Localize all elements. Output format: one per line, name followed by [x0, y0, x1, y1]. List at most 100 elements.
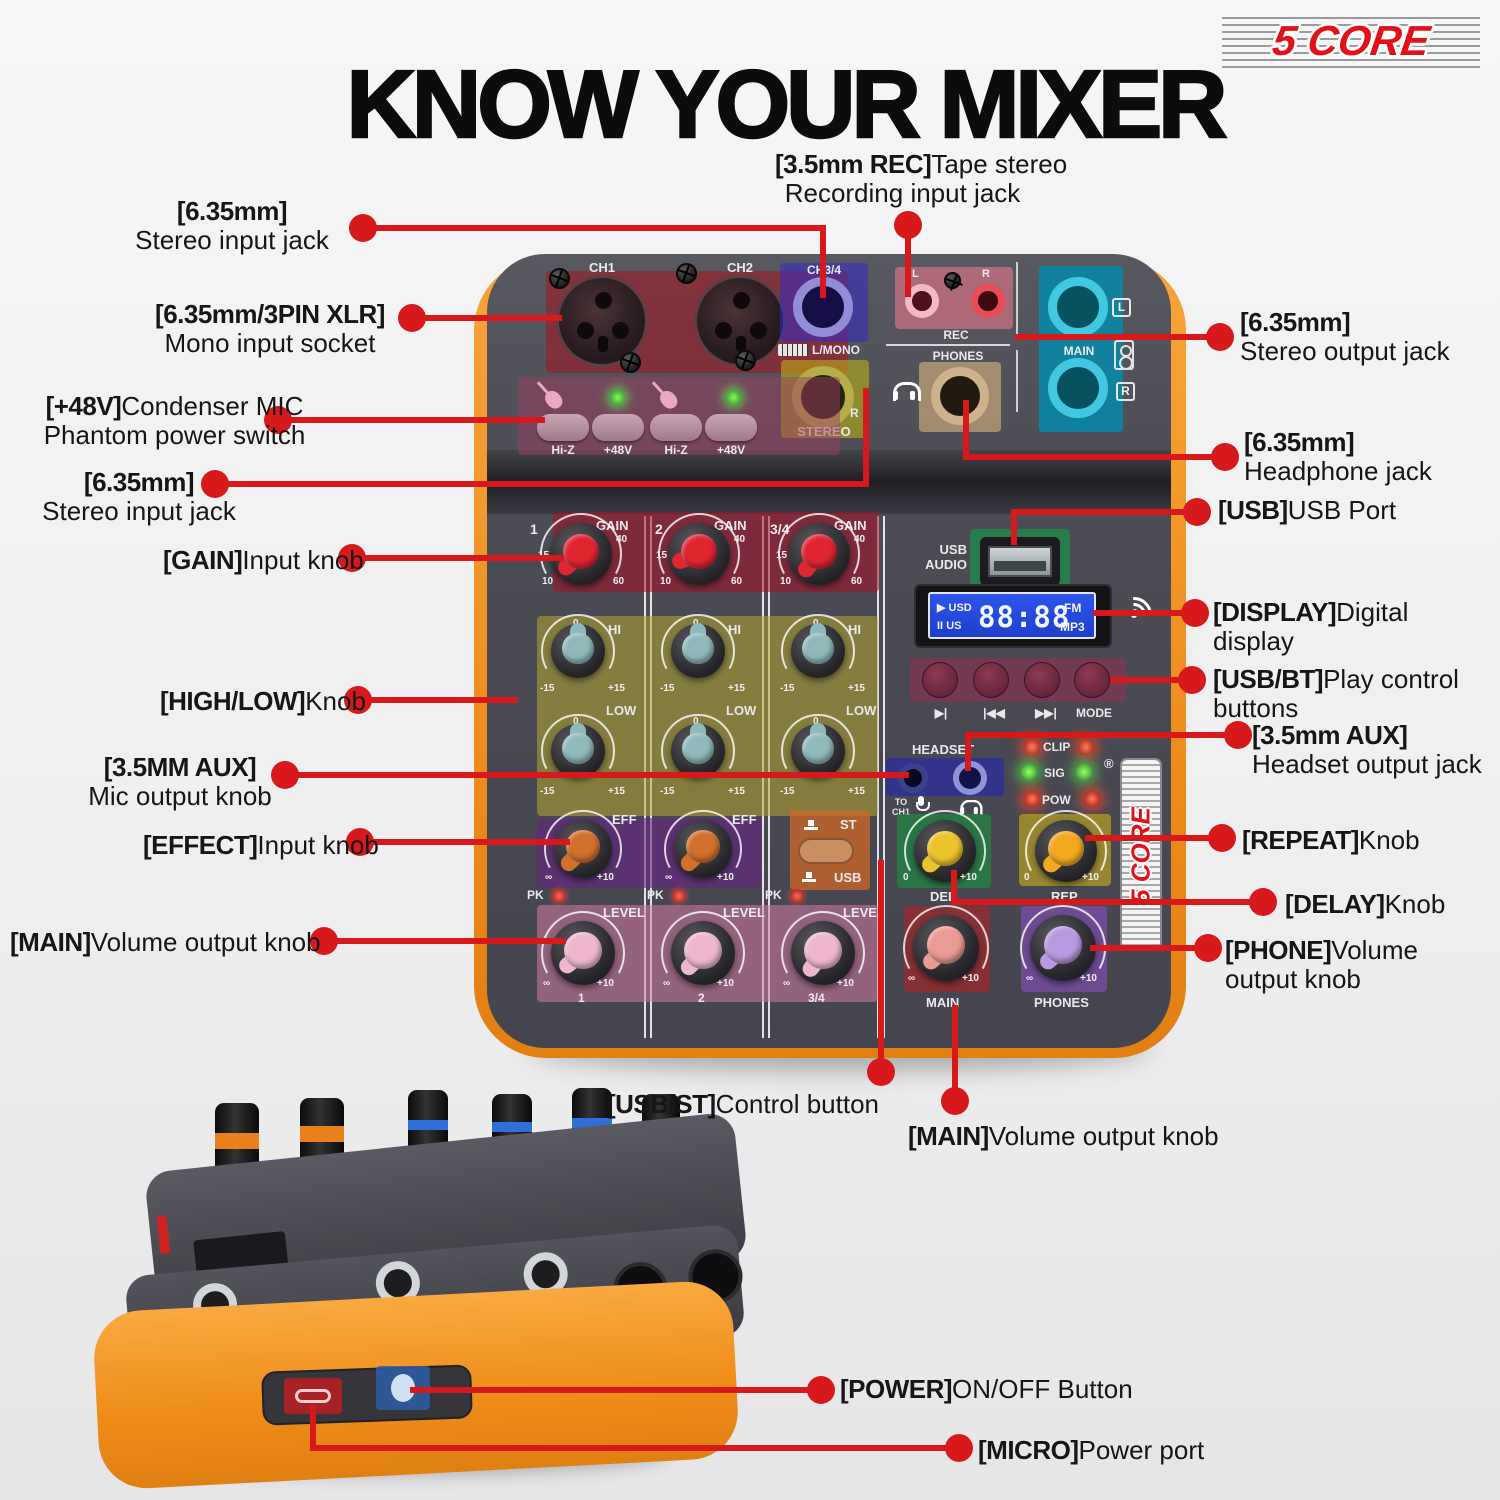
registered-mark: ®	[1104, 756, 1114, 771]
side-logo-text: 5 CORE	[1125, 807, 1156, 904]
level-knob-2	[661, 911, 745, 985]
label-del: DEL	[930, 889, 956, 904]
main-volume-knob	[903, 905, 989, 981]
callout-line	[951, 870, 957, 902]
callout-dot	[346, 828, 374, 856]
callout-dot	[1178, 666, 1206, 694]
label-gain-ch2: 2	[655, 521, 663, 537]
label-rec-r: R	[982, 268, 990, 280]
clip-led-r	[1078, 739, 1094, 755]
callout-line	[1110, 677, 1192, 683]
pk-led-2	[672, 889, 686, 903]
callout-line	[215, 481, 869, 487]
label-low-2: LOW	[726, 703, 757, 718]
label-pk-2: PK	[647, 888, 664, 902]
eq-scale: +15	[848, 786, 865, 797]
eff-scale: +10	[597, 872, 614, 883]
display-time: 88:88	[978, 600, 1071, 634]
st-usb-switch	[798, 838, 854, 864]
rep-knob	[1025, 810, 1107, 882]
screw	[620, 352, 641, 373]
digital-display-screen: ▶ USD II US 88:88 FM MP3	[928, 592, 1096, 639]
gain-scale: 40	[616, 534, 628, 545]
main-scale: ∞	[908, 973, 916, 984]
page-title: KNOW YOUR MIXER	[345, 50, 1228, 160]
rep-scale: +10	[1082, 872, 1099, 883]
eff-scale: ∞	[545, 872, 553, 883]
pow-led-l	[1024, 791, 1040, 807]
level-scale: +10	[717, 978, 734, 989]
callout-display: [DISPLAY]Digital display	[1213, 597, 1409, 656]
callout-dot	[338, 544, 366, 572]
usb-c-port-icon	[295, 1389, 331, 1403]
headset-mic-jack	[898, 763, 928, 793]
badge-main-r: R	[1116, 382, 1135, 401]
gain-knob-1	[540, 513, 622, 585]
clip-led-l	[1024, 739, 1040, 755]
label-main-knob: MAIN	[926, 995, 960, 1010]
label-low-1: LOW	[606, 703, 637, 718]
callout-main-volume-left: [MAIN]Volume output knob	[10, 927, 321, 957]
callout-line	[1015, 334, 1222, 340]
rca-jack-rec-r	[971, 284, 1005, 318]
callout-line	[951, 899, 1263, 905]
eff-scale: ∞	[665, 872, 673, 883]
label-rec: REC	[943, 328, 969, 342]
del-scale: 0	[903, 872, 909, 883]
callout-dot	[1194, 934, 1222, 962]
label-hi-2: HI	[728, 622, 741, 637]
gain-knob-2	[658, 513, 740, 585]
callout-headphone-jack: [6.35mm] Headphone jack	[1244, 427, 1432, 486]
callout-stereo-input-jack-top: [6.35mm] Stereo input jack	[135, 196, 329, 255]
callout-line	[863, 388, 869, 484]
callout-dot	[201, 470, 229, 498]
eff-scale: +10	[717, 872, 734, 883]
label-level-3: LEVEL	[843, 905, 885, 920]
eq-scale: -15	[540, 683, 555, 694]
display-usb-line: ▶ USD	[937, 602, 972, 614]
callout-usb-port: [USB]USB Port	[1218, 495, 1397, 525]
brand-logo: 5 CORE	[1222, 12, 1480, 70]
sig-led-l	[1021, 764, 1037, 780]
level-scale: ∞	[543, 978, 551, 989]
callout-dot	[1183, 498, 1211, 526]
callout-dot	[271, 761, 299, 789]
eff-knob-2	[664, 810, 742, 878]
callout-high-low-knob: [HIGH/LOW]Knob	[160, 686, 366, 716]
eq-scale: -15	[780, 683, 795, 694]
divider	[1016, 350, 1018, 412]
gain-scale: 60	[731, 576, 743, 587]
label-mode: MODE	[1076, 706, 1112, 720]
mic-icon	[916, 796, 930, 812]
phones-scale: +10	[1080, 973, 1097, 984]
main-out-jack-r	[1048, 358, 1108, 418]
callout-line	[410, 1387, 821, 1393]
callout-dot	[1206, 323, 1234, 351]
eff-knob-1	[544, 810, 622, 878]
callout-main-volume-bottom: [MAIN]Volume output knob	[908, 1121, 1219, 1151]
fader-icon	[802, 872, 816, 882]
callout-aux-mic-output: [3.5MM AUX] Mic output knob	[88, 752, 272, 811]
label-level-ch2: 2	[698, 991, 705, 1005]
prev-icon: |◀◀	[983, 706, 1005, 720]
eq-scale: -15	[540, 786, 555, 797]
gain-scale: 10	[780, 576, 792, 587]
gain-scale: 40	[734, 534, 746, 545]
label-hiz-1: Hi-Z	[551, 443, 575, 457]
del-knob	[904, 810, 986, 882]
main-scale: +10	[962, 973, 979, 984]
gain-knob-34	[778, 513, 860, 585]
callout-line	[963, 400, 969, 457]
label-ch1: CH1	[588, 260, 615, 275]
callout-delay-knob: [DELAY]Knob	[1285, 889, 1446, 919]
label-low-3: LOW	[846, 703, 877, 718]
callout-stereo-output-jack: [6.35mm] Stereo output jack	[1240, 307, 1450, 366]
gain-scale: 10	[542, 576, 554, 587]
gain-scale: 60	[851, 576, 863, 587]
display-us-line: II US	[937, 620, 962, 632]
eq-scale: -15	[780, 786, 795, 797]
callout-line	[1090, 945, 1208, 951]
callout-line	[278, 417, 545, 423]
eq-scale: +15	[728, 786, 745, 797]
callout-line	[878, 860, 884, 1072]
